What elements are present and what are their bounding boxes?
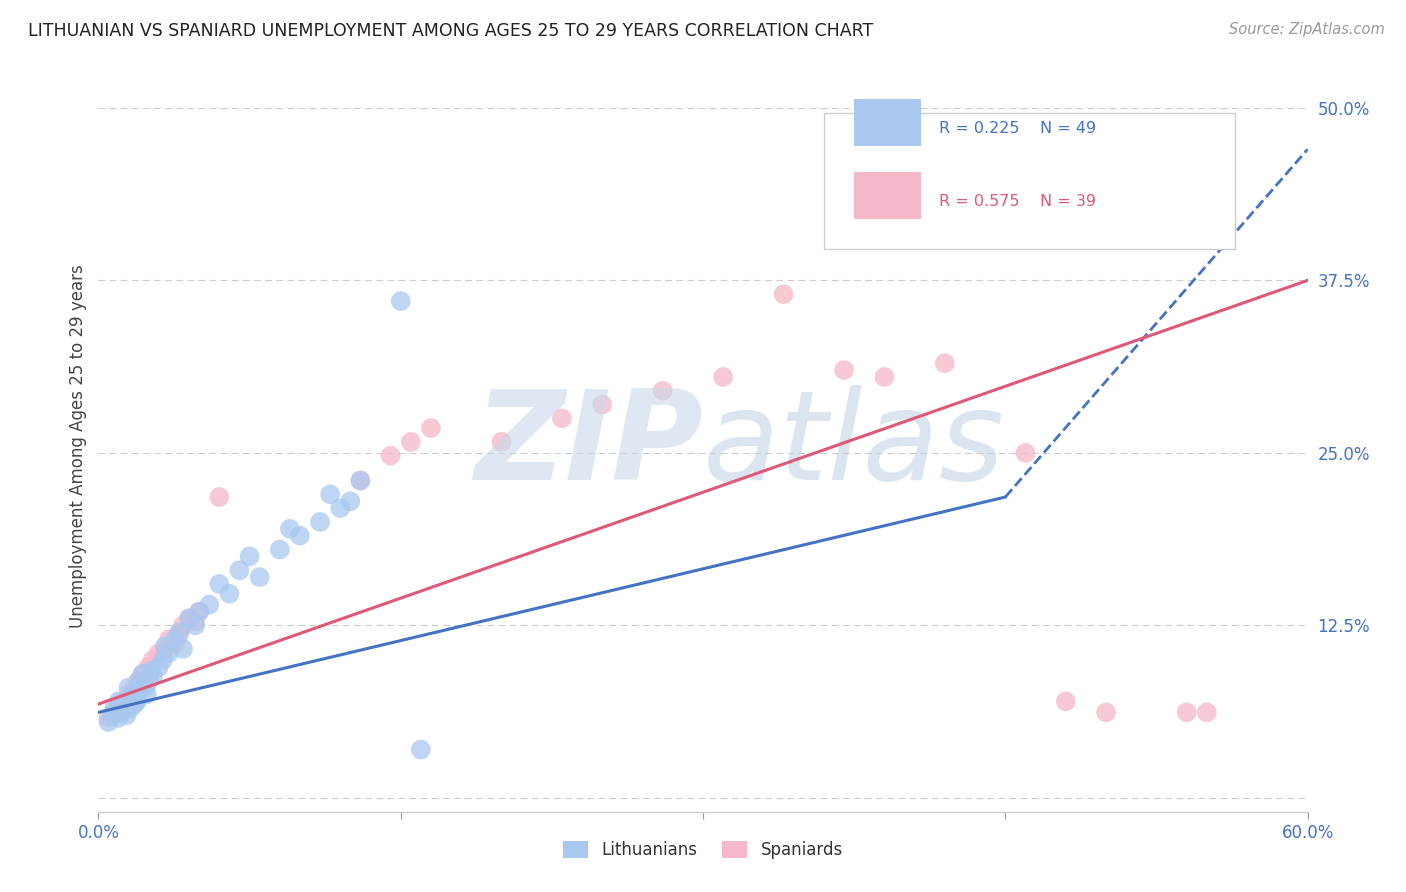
Point [551,411,574,425]
Y-axis label: Unemployment Among Ages 25 to 29 years: Unemployment Among Ages 25 to 29 years [69,264,87,628]
Text: R = 0.575    N = 39: R = 0.575 N = 39 [939,194,1095,209]
Text: Source: ZipAtlas.com: Source: ZipAtlas.com [1229,22,1385,37]
Legend: Lithuanians, Spaniards: Lithuanians, Spaniards [557,834,849,865]
Point [172,641,194,656]
Point [152,653,174,667]
Point [309,515,332,529]
Point [97,714,120,729]
Point [153,641,176,656]
Point [269,542,291,557]
Point [172,618,194,632]
Point [179,611,201,625]
Point [1054,694,1077,708]
Point [128,673,150,688]
Point [153,639,176,653]
FancyBboxPatch shape [855,98,921,146]
Point [249,570,271,584]
Point [121,691,143,706]
Point [120,701,142,715]
Point [288,529,311,543]
Point [179,611,201,625]
Point [184,614,207,628]
Point [124,681,146,695]
Point [105,706,128,720]
Point [157,646,180,660]
Point [349,474,371,488]
Point [319,487,342,501]
Point [134,681,156,695]
Point [188,605,211,619]
Point [121,687,143,701]
Point [128,683,150,698]
FancyBboxPatch shape [855,171,921,219]
Point [711,370,734,384]
Point [208,577,231,591]
Text: R = 0.225    N = 49: R = 0.225 N = 49 [939,120,1095,136]
Point [329,501,352,516]
Point [1014,446,1036,460]
Text: atlas: atlas [703,385,1005,507]
Point [873,370,896,384]
Point [157,632,180,647]
Point [591,398,613,412]
FancyBboxPatch shape [824,113,1234,249]
Text: ZIP: ZIP [474,385,703,507]
Point [132,666,155,681]
Point [103,701,125,715]
Point [389,294,412,309]
Point [107,711,129,725]
Point [409,742,432,756]
Point [399,434,422,449]
Point [380,449,402,463]
Point [218,587,240,601]
Point [103,706,125,720]
Point [349,474,371,488]
Point [148,660,170,674]
Point [1175,706,1198,720]
Point [139,664,162,678]
Point [118,691,141,706]
Point [339,494,361,508]
Point [97,711,120,725]
Point [148,646,170,660]
Point [115,708,138,723]
Point [184,618,207,632]
Point [111,694,134,708]
Point [188,605,211,619]
Point [167,625,190,640]
Point [163,636,186,650]
Point [118,687,141,701]
Point [239,549,262,564]
Point [124,697,146,711]
Point [198,598,221,612]
Point [114,697,136,711]
Point [118,681,141,695]
Point [132,666,155,681]
Point [832,363,855,377]
Point [107,694,129,708]
Point [142,669,165,683]
Point [420,421,443,435]
Point [772,287,794,301]
Point [163,632,186,647]
Point [138,673,160,688]
Point [142,653,165,667]
Point [278,522,301,536]
Point [491,434,513,449]
Point [228,563,250,577]
Point [167,628,190,642]
Point [101,708,124,723]
Point [934,356,956,370]
Point [111,704,134,718]
Point [135,687,157,701]
Text: LITHUANIAN VS SPANIARD UNEMPLOYMENT AMONG AGES 25 TO 29 YEARS CORRELATION CHART: LITHUANIAN VS SPANIARD UNEMPLOYMENT AMON… [28,22,873,40]
Point [1095,706,1118,720]
Point [208,490,231,504]
Point [138,660,160,674]
Point [125,694,148,708]
Point [107,701,129,715]
Point [128,673,150,688]
Point [651,384,673,398]
Point [1195,706,1218,720]
